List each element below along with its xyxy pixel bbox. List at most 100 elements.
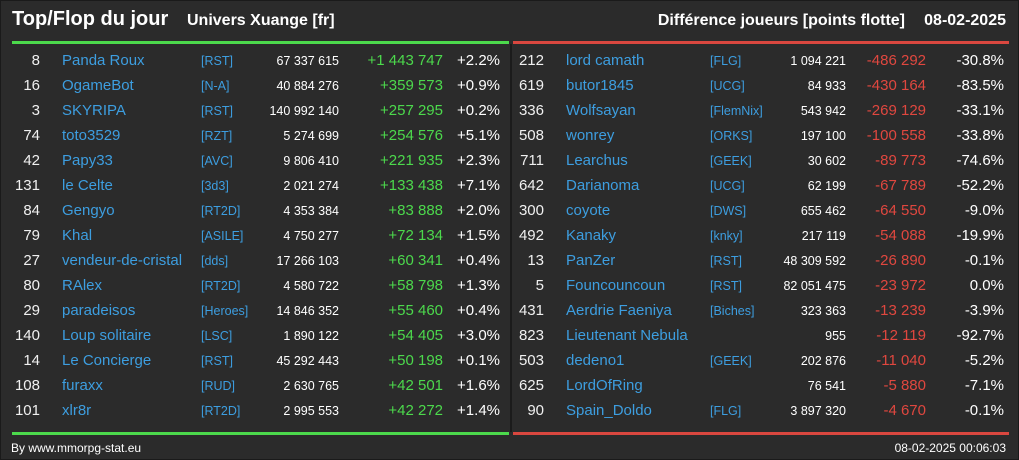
player-name-link[interactable]: SKYRIPA: [62, 102, 126, 119]
rank-cell: 8: [31, 52, 40, 69]
player-name-link[interactable]: Loup solitaire: [62, 327, 152, 344]
alliance-tag-link[interactable]: [RST]: [710, 254, 742, 268]
alliance-tag-link[interactable]: [FlemNix]: [710, 104, 763, 118]
percent-cell: +1.3%: [457, 277, 500, 294]
table-row: 492 Kanaky [knky] 217 119 -54 088 -19.9%: [513, 223, 1009, 248]
alliance-tag-link[interactable]: [FLG]: [710, 404, 742, 418]
player-name-link[interactable]: le Celte: [62, 177, 113, 194]
player-name-link[interactable]: LordOfRing: [566, 377, 643, 394]
table-row: 14 Le Concierge [RST] 45 292 443 +50 198 +0.1…: [12, 348, 509, 373]
player-name-link[interactable]: PanZer: [566, 252, 616, 269]
alliance-tag-link[interactable]: [AVC]: [201, 154, 233, 168]
alliance-tag-link[interactable]: [RST]: [201, 354, 233, 368]
player-name-link[interactable]: paradeisos: [62, 302, 136, 319]
alliance-tag-link[interactable]: [ASILE]: [201, 229, 244, 243]
alliance-tag-link[interactable]: [RT2D]: [201, 404, 241, 418]
table-row: 27 vendeur-de-cristal [dds] 17 266 103 +60 3…: [12, 248, 509, 273]
player-name-link[interactable]: wonrey: [566, 127, 615, 144]
percent-cell: +5.1%: [457, 127, 500, 144]
diff-cell: +257 295: [380, 102, 443, 119]
points-cell: 17 266 103: [276, 254, 339, 268]
player-name-link[interactable]: xlr8r: [62, 402, 92, 419]
rank-cell: 711: [520, 152, 544, 169]
rank-cell: 5: [535, 277, 544, 294]
player-name-link[interactable]: Learchus: [566, 152, 628, 169]
column-divider: [510, 44, 512, 432]
percent-cell: -19.9%: [956, 227, 1004, 244]
points-cell: 543 942: [800, 104, 846, 118]
table-row: 79 Khal [ASILE] 4 750 277 +72 134 +1.5%: [12, 223, 509, 248]
alliance-tag-link[interactable]: [ORKS]: [710, 129, 753, 143]
player-name-link[interactable]: toto3529: [62, 127, 121, 144]
points-cell: 217 119: [801, 229, 846, 243]
player-name-link[interactable]: Kanaky: [566, 227, 617, 244]
table-row: 140 Loup solitaire [LSC] 1 890 122 +54 405 +3…: [12, 323, 509, 348]
player-name-link[interactable]: lord camath: [566, 52, 645, 69]
percent-cell: -52.2%: [956, 177, 1004, 194]
diff-cell: +254 576: [380, 127, 443, 144]
source-credit: By www.mmorpg-stat.eu: [11, 441, 142, 455]
alliance-tag-link[interactable]: [DWS]: [710, 204, 747, 218]
points-cell: 67 337 615: [276, 54, 339, 68]
player-name-link[interactable]: Darianoma: [566, 177, 640, 194]
alliance-tag-link[interactable]: [3d3]: [201, 179, 229, 193]
table-row: 212 lord camath [FLG] 1 094 221 -486 292 -30.…: [513, 48, 1009, 73]
percent-cell: -83.5%: [956, 77, 1004, 94]
table-row: 8 Panda Roux [RST] 67 337 615 +1 443 747 +2.2…: [12, 48, 509, 73]
player-name-link[interactable]: coyote: [566, 202, 611, 219]
player-name-link[interactable]: OgameBot: [62, 77, 134, 94]
player-name-link[interactable]: dedeno1: [566, 352, 625, 369]
points-cell: 202 876: [800, 354, 846, 368]
alliance-tag-link[interactable]: [RUD]: [201, 379, 236, 393]
alliance-tag-link[interactable]: [RST]: [710, 279, 742, 293]
player-name-link[interactable]: Khal: [62, 227, 93, 244]
player-name-link[interactable]: Aerdrie Faeniya: [566, 302, 672, 319]
table-row: 84 Gengyo [RT2D] 4 353 384 +83 888 +2.0%: [12, 198, 509, 223]
diff-cell: -430 164: [866, 77, 926, 94]
alliance-tag-link[interactable]: [UCG]: [710, 179, 745, 193]
alliance-tag-link[interactable]: [RZT]: [201, 129, 233, 143]
player-name-link[interactable]: Spain_Doldo: [566, 402, 652, 419]
alliance-tag-link[interactable]: [dds]: [201, 254, 229, 268]
alliance-tag-link[interactable]: [RT2D]: [201, 279, 241, 293]
alliance-tag-link[interactable]: [Heroes]: [201, 304, 249, 318]
table-row: 5 Founcouncoun [RST] 82 051 475 -23 972 0.0%: [513, 273, 1009, 298]
universe-label: Univers Xuange [fr]: [187, 12, 335, 29]
player-name-link[interactable]: Papy33: [62, 152, 113, 169]
alliance-tag-link[interactable]: [UCG]: [710, 79, 745, 93]
points-cell: 5 274 699: [283, 129, 339, 143]
player-name-link[interactable]: Lieutenant Nebula: [566, 327, 688, 344]
points-cell: 1 094 221: [790, 54, 846, 68]
alliance-tag-link[interactable]: [N-A]: [201, 79, 230, 93]
alliance-tag-link[interactable]: [RT2D]: [201, 204, 241, 218]
points-cell: 30 602: [807, 154, 846, 168]
alliance-tag-link[interactable]: [RST]: [201, 54, 233, 68]
points-cell: 1 890 122: [283, 329, 339, 343]
percent-cell: +0.4%: [457, 252, 500, 269]
player-name-link[interactable]: furaxx: [62, 377, 103, 394]
alliance-tag-link[interactable]: [knky]: [710, 229, 743, 243]
alliance-tag-link[interactable]: [LSC]: [201, 329, 233, 343]
diff-cell: -64 550: [875, 202, 926, 219]
player-name-link[interactable]: butor1845: [566, 77, 634, 94]
alliance-tag-link[interactable]: [Biches]: [710, 304, 755, 318]
player-name-link[interactable]: Le Concierge: [62, 352, 152, 369]
player-name-link[interactable]: Founcouncoun: [566, 277, 666, 294]
player-name-link[interactable]: Gengyo: [62, 202, 115, 219]
table-row: 336 Wolfsayan [FlemNix] 543 942 -269 129 -33.…: [513, 98, 1009, 123]
player-name-link[interactable]: Panda Roux: [62, 52, 145, 69]
diff-cell: +1 443 747: [367, 52, 444, 69]
table-row: 3 SKYRIPA [RST] 140 992 140 +257 295 +0.2%: [12, 98, 509, 123]
player-name-link[interactable]: vendeur-de-cristal: [62, 252, 183, 269]
percent-cell: +1.5%: [457, 227, 500, 244]
percent-cell: +0.9%: [457, 77, 500, 94]
rank-cell: 108: [14, 377, 40, 394]
alliance-tag-link[interactable]: [GEEK]: [710, 154, 752, 168]
alliance-tag-link[interactable]: [RST]: [201, 104, 233, 118]
alliance-tag-link[interactable]: [FLG]: [710, 54, 742, 68]
player-name-link[interactable]: Wolfsayan: [566, 102, 636, 119]
alliance-tag-link[interactable]: [GEEK]: [710, 354, 752, 368]
player-name-link[interactable]: RAlex: [62, 277, 103, 294]
points-cell: 655 462: [800, 204, 846, 218]
